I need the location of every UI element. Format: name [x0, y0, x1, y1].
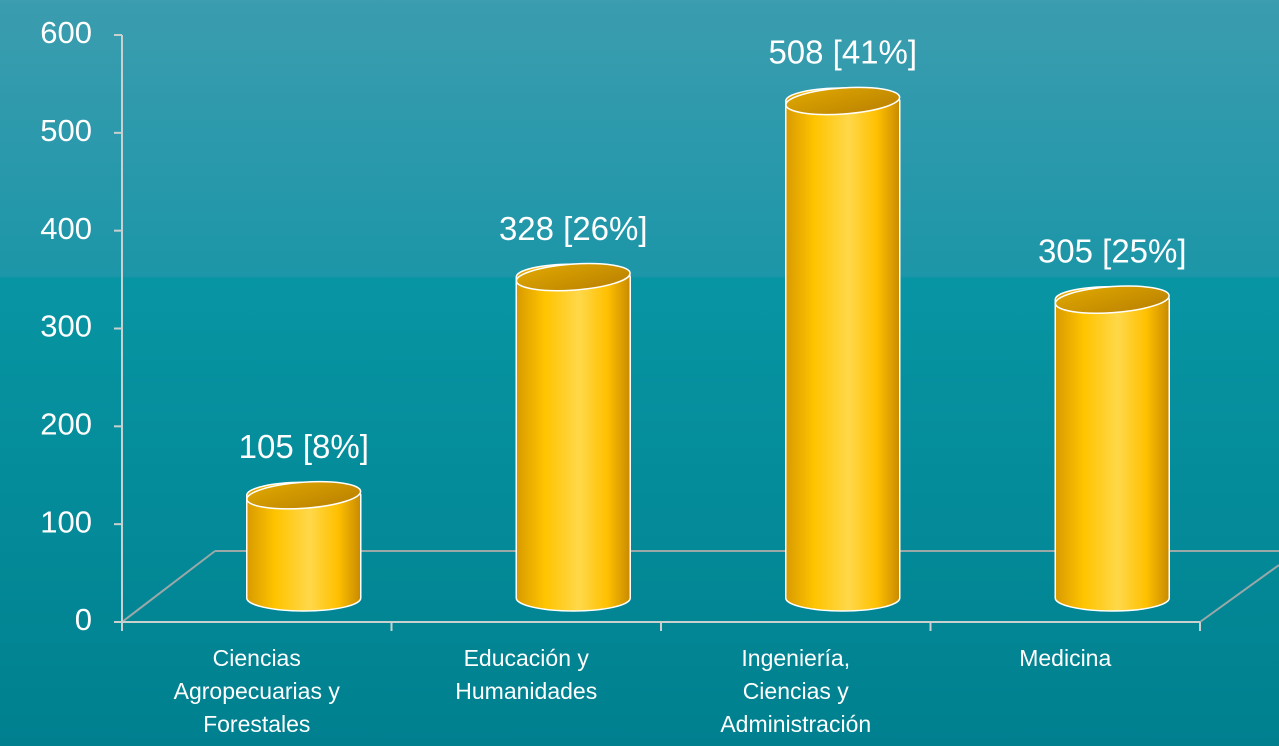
x-tick-label-line: Forestales — [203, 711, 310, 737]
y-tick-label: 600 — [40, 15, 92, 50]
bar — [785, 87, 901, 612]
y-tick-label: 0 — [75, 602, 92, 637]
x-tick-label-line: Medicina — [1019, 645, 1111, 671]
value-label: 105 [8%] — [239, 428, 369, 465]
bar — [515, 263, 631, 612]
y-tick-label: 200 — [40, 407, 92, 442]
x-tick-label-line: Educación y — [464, 645, 590, 671]
x-tick-label-line: Ciencias y — [743, 678, 850, 704]
x-tick-label: Medicina — [1019, 645, 1111, 671]
x-tick-label-line: Administración — [720, 711, 871, 737]
value-label: 508 [41%] — [768, 34, 917, 71]
y-tick-label: 100 — [40, 504, 92, 539]
x-tick-label: Educación y Humanidades — [455, 645, 597, 704]
bar-cap — [515, 262, 631, 292]
x-tick-label-line: Agropecuarias y — [174, 678, 341, 704]
bar-cap — [785, 86, 901, 116]
x-tick-label-line: Humanidades — [455, 678, 597, 704]
x-tick-label: Ciencias Agropecuarias y Forestales — [174, 645, 341, 737]
bar — [246, 481, 362, 612]
y-tick-label: 500 — [40, 113, 92, 148]
x-tick-label: Ingeniería, Ciencias y Administración — [720, 645, 871, 737]
value-label: 305 [25%] — [1038, 232, 1187, 269]
x-tick-label-line: Ingeniería, — [741, 645, 850, 671]
value-label: 328 [26%] — [499, 210, 648, 247]
bar-cap — [1054, 285, 1170, 314]
x-tick-label-line: Ciencias — [213, 645, 301, 671]
y-tick-label: 300 — [40, 309, 92, 344]
bar — [1054, 285, 1170, 612]
y-tick-label: 400 — [40, 211, 92, 246]
bar-cap — [246, 480, 362, 510]
